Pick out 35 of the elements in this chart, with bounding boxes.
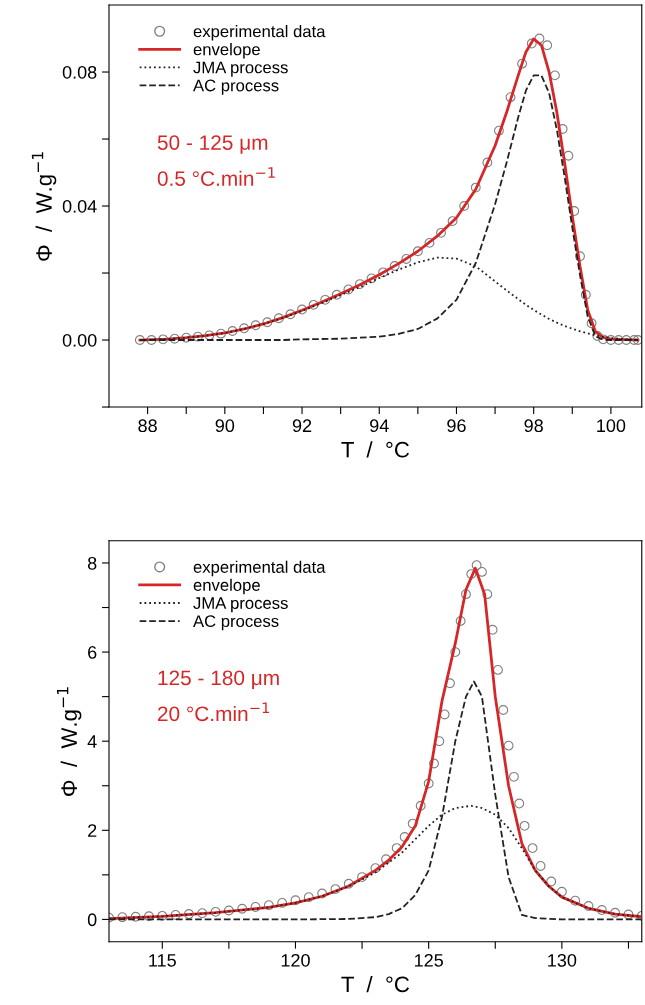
x-tick-label: 94 (370, 419, 389, 433)
annotation: 125 - 180 μm (158, 670, 279, 690)
annotation: 50 - 125 μm (157, 135, 268, 154)
y-tick-label: 0.08 (62, 65, 97, 79)
annotation: 0.5 °C.min$^{−1}$ (157, 167, 275, 186)
y-axis-title: Φ / W.g$^{−1}$ (31, 152, 57, 261)
y-tick-label: 2 (88, 824, 97, 837)
x-tick-label: 100 (597, 419, 626, 433)
legend-label: envelope (193, 578, 260, 595)
legend-label: AC process (193, 615, 279, 631)
x-tick-label: 92 (292, 419, 312, 433)
x-tick-label: 98 (524, 419, 543, 433)
y-tick-label: 8 (87, 556, 97, 570)
x-tick-label: 125 (414, 953, 443, 967)
y-tick-label: 6 (88, 646, 97, 659)
legend-label: experimental data (193, 560, 326, 577)
annotation: 20 °C.min$^{−1}$ (158, 702, 269, 722)
legend-label: JMA process (193, 61, 288, 77)
x-tick-label: 96 (447, 419, 466, 433)
legend-label: AC process (193, 79, 279, 95)
y-tick-label: 0 (87, 913, 97, 927)
x-tick-label: 130 (548, 953, 577, 967)
y-tick-label: 4 (87, 735, 97, 748)
x-tick-label: 115 (149, 954, 176, 967)
x-axis-title: T / °C (341, 975, 410, 993)
legend-label: JMA process (193, 597, 288, 613)
y-tick-label: 0.00 (62, 333, 97, 347)
y-axis-title: Φ / W.g$^{−1}$ (56, 687, 82, 796)
x-axis-title: T / °C (341, 441, 410, 458)
legend-label: experimental data (193, 25, 326, 41)
x-tick-label: 90 (215, 419, 235, 433)
y-tick-label: 0.04 (62, 199, 97, 213)
x-tick-label: 120 (281, 953, 310, 967)
legend-label: envelope (193, 43, 260, 59)
x-tick-label: 88 (138, 419, 157, 433)
